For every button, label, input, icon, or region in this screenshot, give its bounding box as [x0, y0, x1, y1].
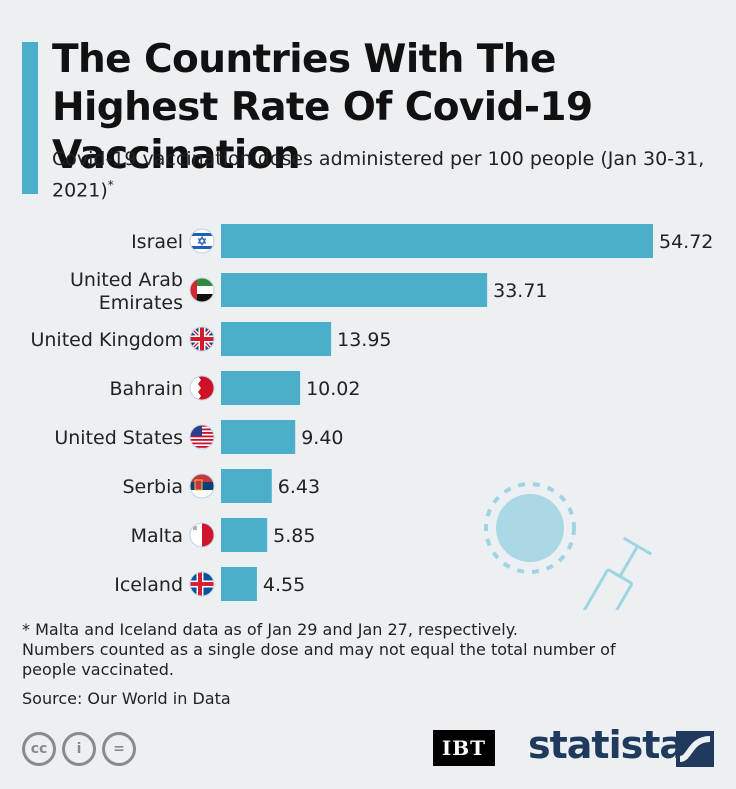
- value-label-united-states: 9.40: [301, 427, 343, 449]
- bar-united-kingdom: [221, 322, 332, 356]
- footnotes: * Malta and Iceland data as of Jan 29 an…: [22, 620, 622, 680]
- bar-united-states: [221, 420, 296, 454]
- bar-iceland: [221, 567, 257, 601]
- value-label-united-arab-emirates: 33.71: [493, 280, 547, 302]
- ibt-logo: IBT: [433, 730, 495, 766]
- value-label-malta: 5.85: [273, 525, 315, 547]
- category-label-bahrain: Bahrain: [110, 378, 184, 400]
- footnote-line-1: * Malta and Iceland data as of Jan 29 an…: [22, 620, 518, 639]
- statista-mark-icon: [676, 731, 714, 767]
- flag-icon-united-arab-emirates: [189, 277, 215, 303]
- bar-chart: 54.72 Israel 33.71 United Arab Emirates 13.95…: [30, 224, 713, 610]
- category-label-israel: Israel: [131, 231, 183, 253]
- chart-subtitle: Covid-19 vaccination doses administered …: [52, 146, 732, 203]
- flag-icon-united-kingdom: [189, 326, 215, 352]
- flag-icon-iceland: [189, 571, 215, 597]
- value-label-bahrain: 10.02: [306, 378, 360, 400]
- value-label-iceland: 4.55: [263, 574, 305, 596]
- source-text: Source: Our World in Data: [22, 689, 231, 708]
- value-label-israel: 54.72: [659, 231, 713, 253]
- footnote-line-2: Numbers counted as a single dose and may…: [22, 640, 616, 679]
- license-icons: cc i =: [22, 732, 136, 766]
- category-label-united-kingdom: United Kingdom: [30, 329, 183, 351]
- attribution-icon: i: [62, 732, 96, 766]
- subtitle-footnote-mark: *: [107, 178, 114, 192]
- value-label-serbia: 6.43: [278, 476, 320, 498]
- category-label-serbia: Serbia: [122, 476, 183, 498]
- cc-icon: cc: [22, 732, 56, 766]
- chart-title: The Countries With The Highest Rate Of C…: [52, 37, 593, 178]
- value-label-united-kingdom: 13.95: [337, 329, 391, 351]
- category-label-united-arab-emirates: United Arab Emirates: [70, 269, 183, 314]
- bar-serbia: [221, 469, 272, 503]
- bar-israel: [221, 224, 653, 258]
- flag-icon-bahrain: [189, 375, 215, 401]
- category-label-united-states: United States: [54, 427, 183, 449]
- flag-icon-united-states: [189, 424, 215, 450]
- no-derivatives-icon: =: [102, 732, 136, 766]
- flag-icon-serbia: [189, 473, 215, 499]
- syringe-illustration: [484, 482, 653, 610]
- category-label-malta: Malta: [131, 525, 183, 547]
- subtitle-text: Covid-19 vaccination doses administered …: [52, 148, 705, 202]
- title-accent-bar: [22, 42, 38, 194]
- category-label-iceland: Iceland: [114, 574, 183, 596]
- bar-bahrain: [221, 371, 301, 405]
- statista-logo: statista: [528, 723, 685, 767]
- flag-icon-israel: [189, 228, 215, 254]
- bar-malta: [221, 518, 268, 552]
- flag-icon-malta: [189, 522, 215, 548]
- bar-united-arab-emirates: [221, 273, 488, 307]
